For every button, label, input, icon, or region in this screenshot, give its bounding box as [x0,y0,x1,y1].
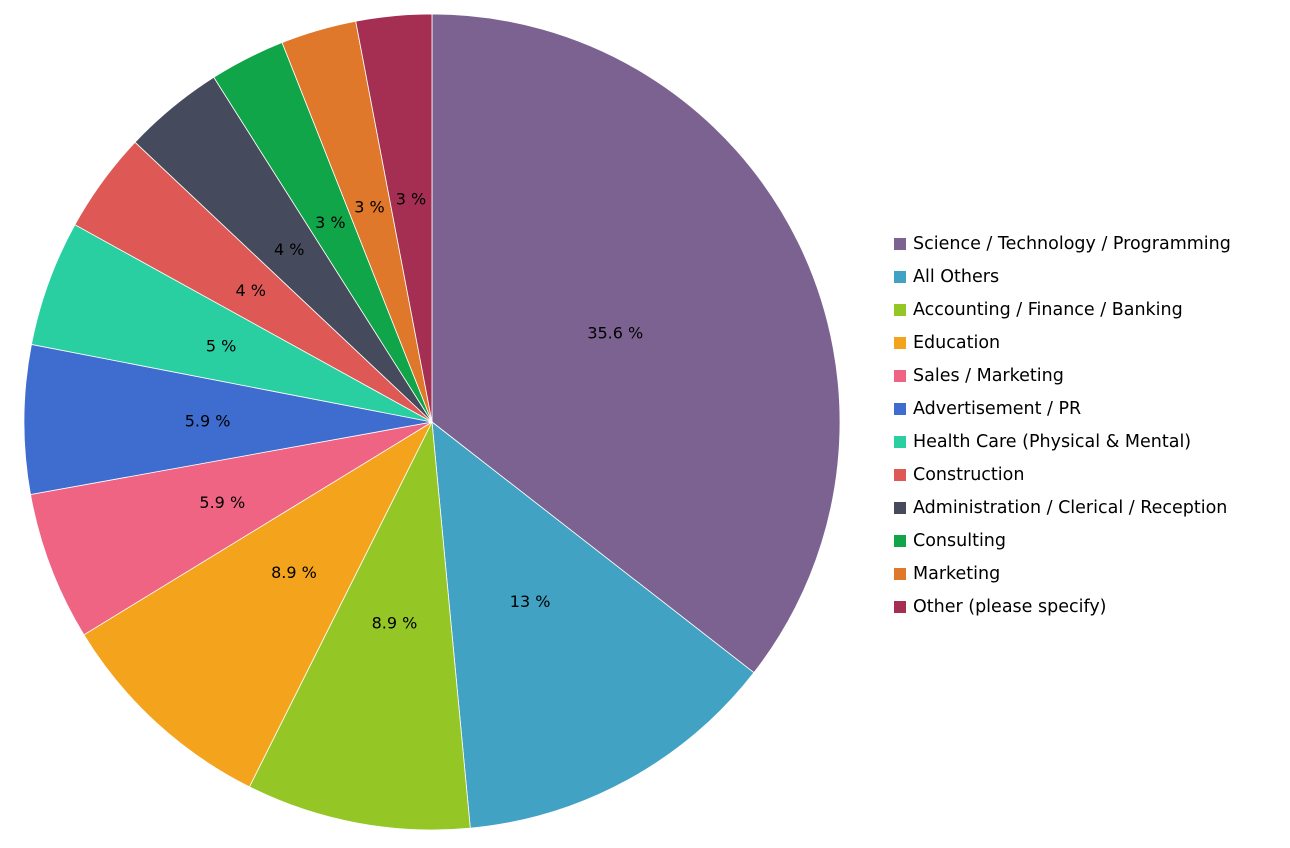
slice-label: 5.9 % [185,412,231,431]
legend-label: Other (please specify) [913,596,1107,617]
legend-item: Science / Technology / Programming [894,227,1231,260]
legend-label: Marketing [913,563,1001,584]
slice-label: 8.9 % [372,614,418,633]
legend-swatch [894,567,906,580]
slice-label: 5.9 % [199,493,245,512]
slice-label: 35.6 % [587,323,643,342]
slice-label: 3 % [315,213,345,232]
legend-item: Sales / Marketing [894,359,1231,392]
slice-label: 3 % [354,197,384,216]
legend-swatch [894,237,906,250]
pie-slice [83,420,433,788]
slice-label: 8.9 % [271,563,317,582]
legend-swatch [894,369,906,382]
legend-label: Health Care (Physical & Mental) [913,431,1192,452]
legend-item: Marketing [894,557,1231,590]
legend-label: Advertisement / PR [913,398,1082,419]
legend-item: Construction [894,458,1231,491]
legend-swatch [894,270,906,283]
legend-swatch [894,402,906,415]
pie-slice [431,13,841,674]
legend-item: Other (please specify) [894,590,1231,623]
legend-label: Administration / Clerical / Reception [913,497,1228,518]
slice-label: 3 % [396,190,426,209]
pie-slice [431,421,755,829]
slice-label: 4 % [235,281,265,300]
legend-item: All Others [894,260,1231,293]
legend-swatch [894,303,906,316]
legend-label: Sales / Marketing [913,365,1064,386]
pie-slice [248,420,471,831]
legend-label: Science / Technology / Programming [913,233,1231,254]
legend-item: Administration / Clerical / Reception [894,491,1231,524]
legend-item: Consulting [894,524,1231,557]
legend-swatch [894,336,906,349]
slice-label: 13 % [510,592,551,611]
pie-slice [355,13,433,423]
legend-swatch [894,468,906,481]
legend-label: Education [913,332,1001,353]
pie-chart: 35.6 % 13 % 8.9 % 8.9 % 5.9 % 5.9 % 5 % 4 % 4 % 3… [23,13,841,831]
pie-slice [30,421,433,636]
legend-item: Education [894,326,1231,359]
legend-swatch [894,435,906,448]
pie-slice [23,343,433,495]
legend-swatch [894,501,906,514]
legend-label: All Others [913,266,1000,287]
legend-item: Accounting / Finance / Banking [894,293,1231,326]
slice-label: 5 % [206,336,236,355]
slice-label: 4 % [274,240,304,259]
legend-label: Construction [913,464,1025,485]
legend-item: Advertisement / PR [894,392,1231,425]
legend-item: Health Care (Physical & Mental) [894,425,1231,458]
legend-label: Accounting / Finance / Banking [913,299,1183,320]
legend-swatch [894,600,906,613]
legend: Science / Technology / Programming All Ot… [894,227,1231,623]
legend-label: Consulting [913,530,1007,551]
legend-swatch [894,534,906,547]
